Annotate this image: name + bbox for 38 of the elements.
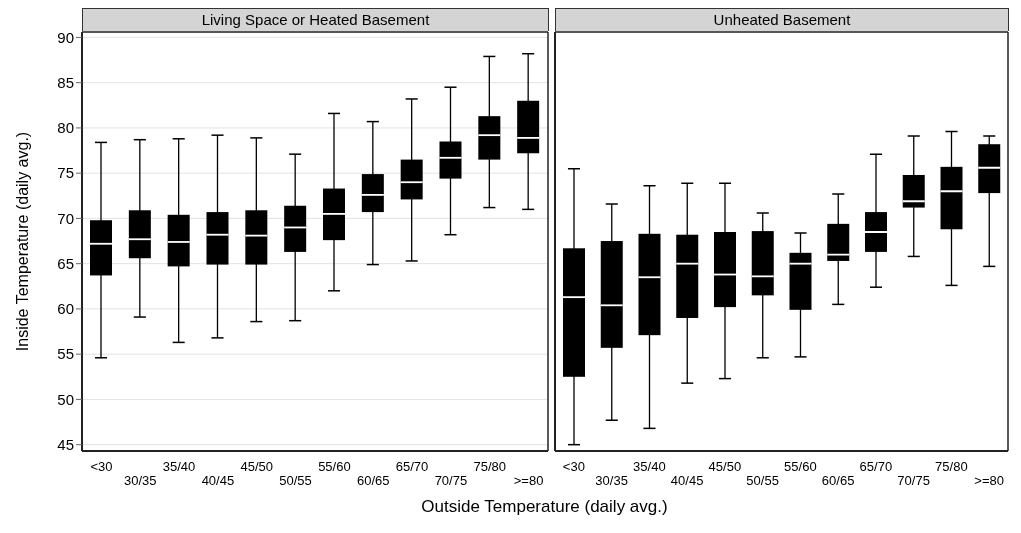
chart-title: Living Space or Heated Basement [82,8,549,31]
x-tick-label: 70/75 [434,473,468,488]
y-tick-label: 70 [57,209,74,227]
x-tick-label: 45/50 [240,459,274,474]
y-tick-label: 85 [57,74,74,91]
y-tick-label: 50 [57,390,74,408]
x-tick-label: >=80 [513,473,544,488]
y-axis-title: Inside Temperature (daily avg.) [13,131,31,352]
x-axis-title: Outside Temperature (daily avg.) [420,497,669,517]
y-tick-label: 90 [57,28,74,46]
chart-title: Unheated Basement [555,8,1009,31]
x-tick-label: 60/65 [356,473,390,488]
y-tick-label: 75 [57,164,74,182]
x-tick-label: 30/35 [123,473,157,488]
y-tick-label: 45 [57,435,74,453]
x-tick-label: 55/60 [784,459,817,474]
x-tick-label: 35/40 [162,459,196,474]
y-tick-label: 55 [57,345,74,363]
y-tick-label: 80 [57,119,74,137]
x-tick-label: 75/80 [935,459,968,474]
x-tick-label: 70/75 [897,473,930,488]
y-tick-label: 60 [57,300,74,318]
x-tick-label: <30 [90,459,113,474]
x-tick-label: 75/80 [473,459,507,474]
x-tick-label: 45/50 [708,459,742,474]
y-tick-label: 65 [57,255,74,272]
x-tick-label: 65/70 [395,459,429,474]
x-tick-label: 40/45 [201,473,235,488]
x-tick-label: 55/60 [318,459,351,474]
x-tick-label: 50/55 [746,473,779,488]
x-tick-label: 50/55 [279,473,312,488]
x-tick-label: 60/65 [821,473,855,488]
x-tick-label: >=80 [974,473,1004,488]
x-tick-label: 65/70 [859,459,893,474]
x-tick-label: <30 [562,459,585,474]
x-tick-label: 35/40 [633,459,666,474]
x-tick-label: 40/45 [670,473,704,488]
x-tick-label: 30/35 [595,473,628,488]
